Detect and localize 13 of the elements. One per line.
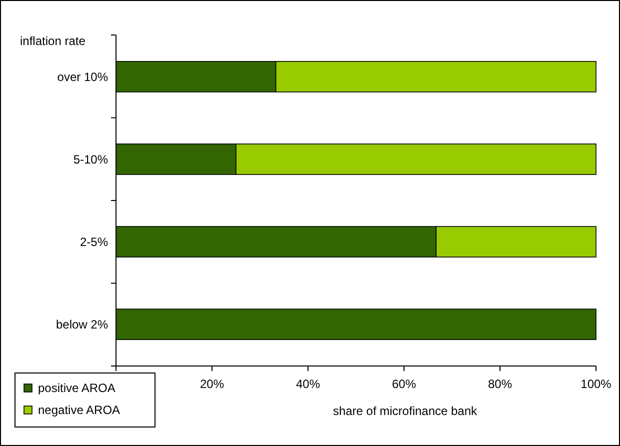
y-tick-label: 2-5% [80,234,108,249]
y-tick-label: 5-10% [73,152,108,166]
x-tick-label: 40% [296,377,320,391]
legend-label: positive AROA [38,381,116,395]
x-tick-label: 80% [488,377,512,391]
y-axis-title: inflation rate [20,34,86,48]
x-axis-title: share of microfinance bank [332,404,478,418]
y-tick-label: over 10% [57,70,108,84]
x-tick-label: 100% [580,377,612,391]
y-tick-label: below 2% [56,318,108,332]
x-tick-label: 20% [200,377,224,391]
x-tick-label: 60% [392,377,416,391]
legend-label: negative AROA [38,403,120,417]
